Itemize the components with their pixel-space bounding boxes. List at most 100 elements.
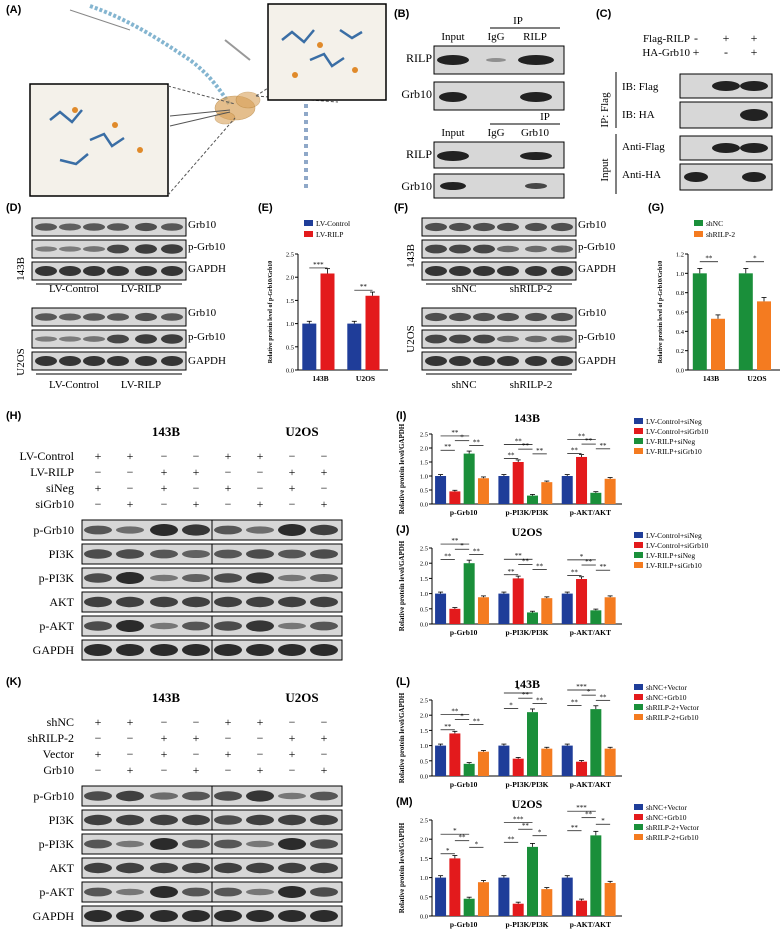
chart-i: 143B Relative protein level/GAPDH 0.0 0.5 1.…	[394, 410, 784, 524]
band	[83, 223, 105, 231]
sign: +	[225, 747, 232, 761]
cell-u2os: U2OS	[285, 690, 318, 705]
band	[310, 644, 338, 656]
bar	[527, 612, 538, 624]
panel-label-g: (G)	[648, 202, 664, 214]
bar	[576, 579, 588, 624]
sig-label: **	[536, 447, 544, 455]
sig-label: ***	[576, 683, 587, 691]
band	[116, 549, 144, 559]
band	[278, 622, 306, 630]
y-tick-label: 1.5	[420, 460, 428, 467]
sig-label: **	[360, 283, 368, 291]
band	[161, 223, 183, 231]
sign: +	[693, 45, 700, 59]
chart-m-svg: U2OS Relative protein level/GAPDH 0.0 0.5 1.…	[398, 797, 699, 929]
legend-swatch	[634, 438, 643, 444]
band	[59, 356, 81, 366]
sig-label: **	[571, 824, 579, 832]
legend-label: LV-Control+siGrb10	[646, 427, 709, 436]
cond-sineg: siNeg	[46, 481, 74, 495]
sign: −	[95, 731, 102, 745]
band	[246, 862, 274, 874]
y-tick-label: 1.0	[676, 271, 684, 278]
band	[520, 152, 552, 160]
band	[246, 814, 274, 826]
cell-143b: 143B	[405, 244, 417, 268]
y-tick-label: 2.0	[420, 446, 428, 453]
y-tick-label: 2.0	[420, 713, 428, 720]
band	[214, 910, 242, 922]
sig-label: *	[516, 686, 520, 694]
sign: +	[193, 497, 200, 511]
band	[182, 814, 210, 826]
sign: +	[161, 747, 168, 761]
y-tick-label: 0.0	[420, 774, 428, 781]
x-tick-label: p-Grb10	[450, 628, 478, 637]
band	[182, 910, 210, 922]
legend-swatch	[634, 532, 643, 538]
y-tick-label: 0.5	[420, 488, 428, 495]
row-p-grb10: p-Grb10	[188, 331, 226, 343]
sign: +	[193, 763, 200, 777]
legend-swatch	[634, 814, 643, 820]
sign: −	[225, 497, 232, 511]
y-tick-label: 2.5	[420, 432, 428, 439]
sign: −	[127, 465, 134, 479]
panel-d-svg: 143B U2OS Grb10 p-Grb10 GAPDH LV-Control…	[15, 217, 226, 391]
band	[35, 313, 57, 321]
row-gapdh: GAPDH	[188, 355, 226, 367]
band	[740, 109, 768, 121]
band	[161, 334, 183, 344]
band	[107, 266, 129, 276]
row-label: GAPDH	[33, 643, 75, 657]
band	[35, 266, 57, 276]
band	[525, 183, 547, 189]
band	[214, 887, 242, 897]
chart-g-svg: Relative protein level of p-Grb10/Grb10 0…	[658, 219, 780, 383]
band	[59, 246, 81, 252]
bar	[541, 889, 553, 916]
y-tick-label: 0.0	[420, 914, 428, 921]
row-label: AKT	[49, 595, 74, 609]
legend-swatch	[304, 220, 313, 226]
blot-strip	[211, 615, 343, 637]
band	[740, 143, 768, 153]
band	[497, 356, 519, 366]
sig-label: **	[578, 432, 586, 440]
band	[278, 524, 306, 536]
sign: −	[321, 715, 328, 729]
band	[214, 644, 242, 656]
bar	[365, 295, 380, 370]
bar	[449, 491, 461, 504]
x-tick-label: 143B	[703, 374, 719, 383]
y-tick-label: 2.0	[420, 561, 428, 568]
bar	[576, 456, 588, 504]
y-tick-label: 1.0	[286, 321, 294, 328]
band	[310, 574, 338, 582]
sign: +	[321, 465, 328, 479]
sig-label: *	[475, 840, 479, 848]
band	[214, 791, 242, 801]
row-grb10: Grb10	[578, 219, 607, 231]
x-tick-label: p-PI3K/PI3K	[506, 780, 549, 789]
sign: −	[289, 497, 296, 511]
band	[150, 549, 178, 559]
sign: +	[127, 763, 134, 777]
y-tick-label: 2.5	[420, 818, 428, 825]
blot-strip	[211, 905, 343, 927]
sign: −	[257, 465, 264, 479]
band	[214, 862, 242, 874]
sign: −	[161, 715, 168, 729]
legend-swatch	[634, 428, 643, 434]
legend-swatch	[694, 231, 703, 237]
band	[84, 573, 112, 583]
band	[425, 312, 447, 322]
legend-swatch	[634, 704, 643, 710]
panel-label-a: (A)	[6, 4, 22, 16]
band	[182, 644, 210, 656]
bar	[477, 751, 489, 776]
sign: −	[289, 715, 296, 729]
chart-title: 143B	[514, 411, 540, 425]
y-tick-label: 0.2	[676, 348, 684, 355]
